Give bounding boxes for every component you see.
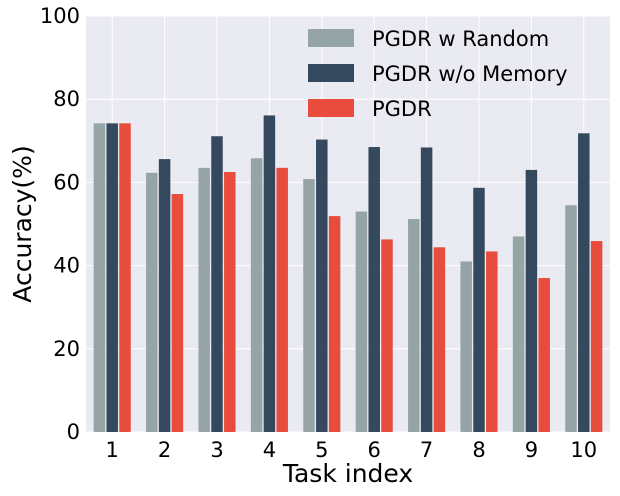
x-tick-label: 4 [263,438,276,462]
bar-task-4-series-2 [263,115,276,432]
legend-swatch-3 [308,99,354,117]
bar-task-4-series-3 [276,167,288,432]
bar-task-10-series-2 [578,133,590,432]
bar-task-8-series-2 [473,187,485,432]
bar-task-1-series-2 [106,123,118,432]
bar-task-10-series-1 [565,205,577,432]
y-tick-label: 40 [53,254,80,278]
y-tick-label: 0 [67,420,80,444]
x-tick-label: 7 [420,438,433,462]
x-axis-title: Task index [282,459,413,488]
x-tick-label: 9 [525,438,538,462]
legend-swatch-1 [308,29,354,47]
bar-task-8-series-1 [460,261,472,432]
y-tick-label: 100 [40,4,80,28]
bar-task-3-series-2 [211,136,223,432]
y-tick-label: 80 [53,87,80,111]
legend-label-2: PGDR w/o Memory [372,62,568,86]
bar-task-3-series-3 [224,172,236,432]
bar-task-7-series-3 [433,247,446,432]
bar-task-4-series-1 [250,158,263,432]
bar-task-1-series-3 [119,123,131,432]
bar-task-6-series-2 [368,147,380,433]
x-tick-label: 8 [472,438,485,462]
bar-task-7-series-2 [420,147,433,432]
bar-task-1-series-1 [93,123,106,432]
bar-task-2-series-3 [171,194,184,432]
y-tick-label: 60 [53,170,80,194]
bar-task-9-series-3 [538,278,550,432]
legend-label-3: PGDR [372,97,432,121]
y-axis-ticks: 0 20 40 60 80 100 [40,4,80,444]
bar-task-9-series-1 [512,236,525,432]
bars [93,115,603,433]
bar-task-3-series-1 [198,167,210,432]
x-tick-label: 1 [106,438,119,462]
legend: PGDR w Random PGDR w/o Memory PGDR [308,27,568,121]
y-axis-title: Accuracy(%) [8,145,37,302]
x-tick-label: 10 [570,438,597,462]
bar-task-9-series-2 [525,169,538,433]
bar-task-8-series-3 [486,251,498,432]
x-tick-label: 5 [315,438,328,462]
bar-task-5-series-1 [303,179,315,432]
bar-task-10-series-3 [590,241,603,432]
bar-task-2-series-1 [146,172,158,432]
x-tick-label: 6 [368,438,381,462]
bar-task-7-series-1 [408,219,420,432]
legend-label-1: PGDR w Random [372,27,549,51]
legend-swatch-2 [308,64,354,82]
bar-task-6-series-1 [355,211,368,432]
x-tick-label: 2 [158,438,171,462]
bar-task-2-series-2 [158,159,171,432]
bar-task-5-series-3 [328,216,341,432]
bar-task-6-series-3 [381,239,393,432]
bar-task-5-series-2 [316,139,328,432]
x-tick-label: 3 [210,438,223,462]
x-axis-ticks: 1 2 3 4 5 6 7 8 9 10 [106,438,598,462]
y-tick-label: 20 [53,337,80,361]
